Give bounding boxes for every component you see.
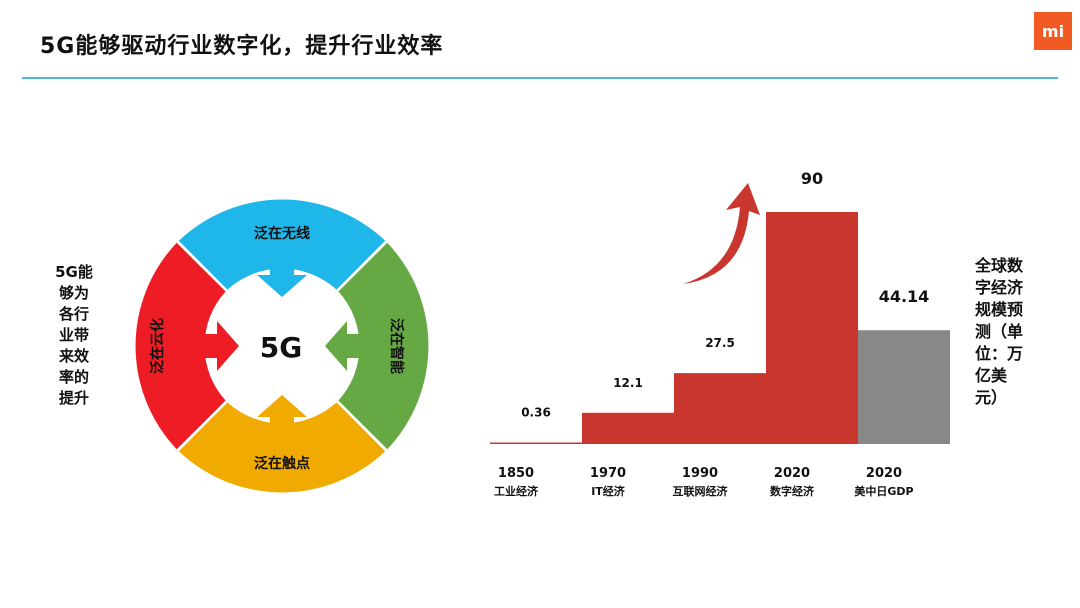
ring-label-bottom: 泛在触点	[254, 455, 310, 472]
title-divider	[22, 77, 1058, 79]
tick-label-3: 数字经济	[770, 484, 815, 498]
arrow-right	[325, 321, 360, 371]
bar-1	[582, 412, 674, 444]
ring-segment-top	[178, 199, 386, 290]
ring-segment-right	[338, 242, 429, 450]
ring-segment-left	[135, 242, 226, 450]
data-label-1: 12.1	[613, 376, 643, 390]
tick-label-4: 美中日GDP	[854, 484, 913, 498]
ring-label-top: 泛在无线	[254, 225, 310, 242]
data-label-0: 0.36	[521, 406, 551, 420]
data-label-3: 90	[801, 169, 823, 188]
ring-label-right: 泛在智能	[388, 318, 405, 374]
ring-segment-bottom	[178, 402, 386, 493]
arrow-left	[204, 321, 239, 371]
bar-0	[490, 442, 582, 444]
tick-label-2: 互联网经济	[673, 484, 729, 498]
tick-year-0: 1850	[498, 466, 534, 481]
arrow-bottom	[257, 395, 307, 430]
tick-year-2: 1990	[682, 466, 718, 481]
right-caption: 全球数字经济规模预测（单位：万亿美元）	[975, 256, 1024, 407]
page-title: 5G能够驱动行业数字化，提升行业效率	[40, 34, 444, 59]
bar-4	[858, 330, 950, 444]
left-caption: 5G能够为各行业带来效率的提升	[55, 263, 93, 407]
tick-year-3: 2020	[774, 466, 810, 481]
tick-label-0: 工业经济	[494, 484, 539, 498]
data-label-2: 27.5	[705, 336, 735, 350]
ring-label-left: 泛在云化	[149, 318, 166, 374]
tick-year-1: 1970	[590, 466, 626, 481]
tick-year-4: 2020	[866, 466, 902, 481]
data-label-4: 44.14	[879, 287, 930, 306]
arrow-top	[257, 262, 307, 297]
bar-3	[766, 212, 858, 444]
growth-arrow-icon	[683, 183, 760, 284]
bar-2	[674, 373, 766, 444]
mi-logo: mi	[1034, 12, 1072, 50]
ring-center-label: 5G	[260, 331, 302, 364]
tick-label-1: IT经济	[591, 484, 626, 498]
